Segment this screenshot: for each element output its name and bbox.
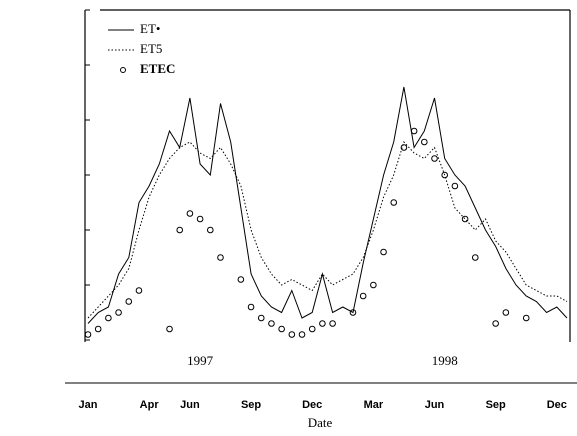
data-point [247,303,255,311]
data-point [84,331,92,338]
x-tick-label: Jun [425,399,445,411]
x-tick-label: Jun [180,399,200,411]
x-tick-label: Mar [364,399,384,411]
data-point [94,325,102,333]
data-point [329,320,336,327]
data-point [492,320,499,327]
data-point [451,182,459,190]
x-tick-label: Dec [302,399,322,411]
x-tick-label: Jan [79,399,98,411]
data-point [166,325,173,333]
data-point [115,309,122,316]
data-point [421,138,428,146]
legend-marker [120,67,126,73]
data-point [461,215,469,223]
x-tick-label: Dec [547,399,567,411]
legend-label: ET5 [140,41,162,56]
data-point [390,199,398,206]
data-point [288,331,296,338]
data-point [370,281,377,289]
data-point [359,292,367,300]
data-point [410,127,418,135]
data-point [176,226,184,234]
data-point [257,314,265,322]
x-tick-label: Sep [486,399,506,411]
legend-label: ET• [140,21,160,36]
x-tick-label: Sep [241,399,261,411]
data-point [196,215,204,223]
data-point [217,254,224,261]
data-point [298,331,306,338]
data-point [135,287,143,294]
year-label: 1997 [187,353,214,368]
data-point [268,320,275,327]
legend-label: ETEC [140,61,175,76]
data-point [349,309,357,316]
data-point [105,314,112,322]
data-point [319,320,326,327]
data-point [441,171,449,179]
data-point [237,276,245,283]
series-line [87,141,568,319]
data-point [308,325,316,333]
year-label: 1998 [432,353,458,368]
data-point [471,254,479,261]
series-line [87,86,568,324]
data-point [522,314,530,322]
data-point [380,248,387,256]
data-point [125,298,133,305]
data-point [431,155,438,162]
data-point [502,309,510,316]
data-point [206,226,214,234]
data-point [278,325,285,333]
data-point [400,144,408,151]
data-point [186,210,194,217]
x-tick-label: Apr [140,399,160,411]
x-axis-label: Date [308,415,333,430]
